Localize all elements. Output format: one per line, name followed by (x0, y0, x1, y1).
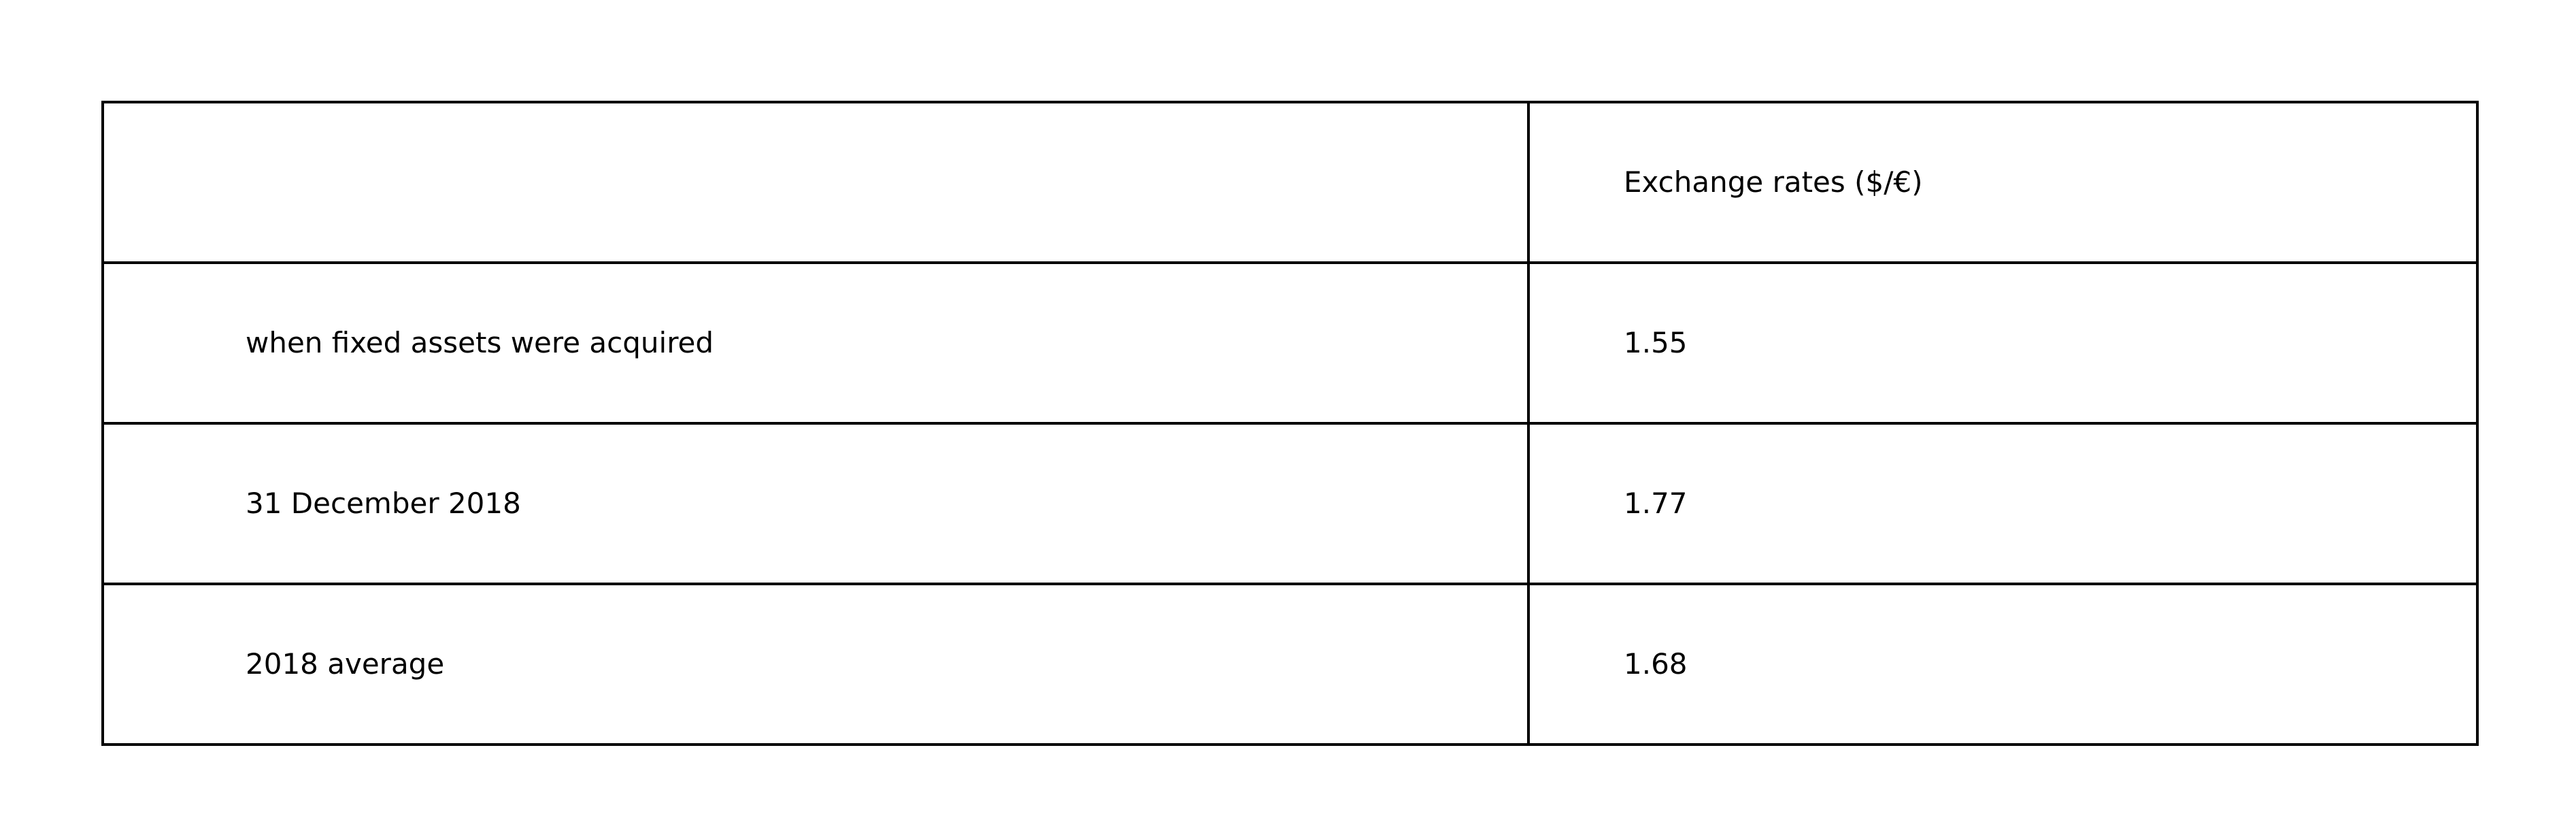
table-row: 2018 average 1.68 (101, 583, 2479, 746)
header-label-cell (101, 101, 1530, 264)
row-value-cell: 1.55 (1527, 261, 2479, 425)
exchange-rate-table: Exchange rates ($/€) when fixed assets w… (101, 101, 2479, 746)
row-label-cell: when fixed assets were acquired (101, 261, 1530, 425)
table-row: when fixed assets were acquired 1.55 (101, 261, 2479, 425)
table-row: 31 December 2018 1.77 (101, 422, 2479, 585)
header-exchange-rate-cell: Exchange rates ($/€) (1527, 101, 2479, 264)
row-value-cell: 1.68 (1527, 583, 2479, 746)
row-label-cell: 31 December 2018 (101, 422, 1530, 585)
table-header-row: Exchange rates ($/€) (101, 101, 2479, 264)
row-label-cell: 2018 average (101, 583, 1530, 746)
row-value-cell: 1.77 (1527, 422, 2479, 585)
